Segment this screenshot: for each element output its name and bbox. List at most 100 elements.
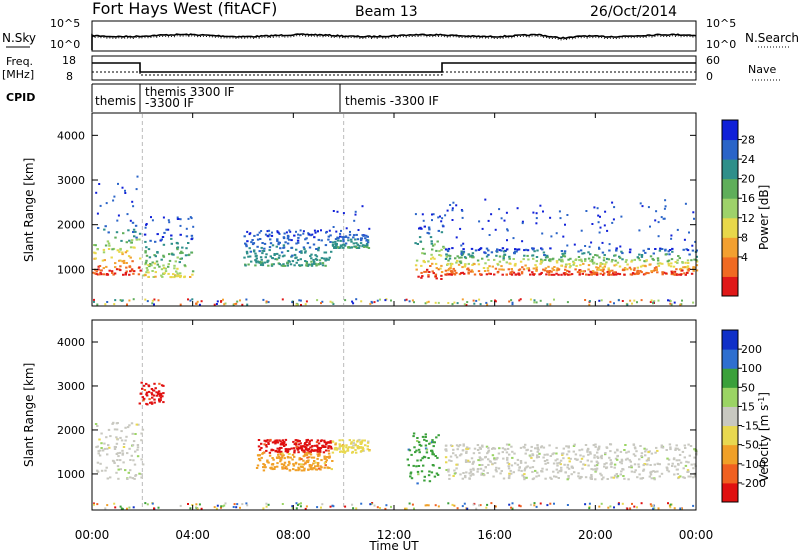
power-cell <box>671 271 674 274</box>
power-cell <box>156 251 159 254</box>
velocity-cell <box>560 466 563 469</box>
power-cell <box>97 227 100 229</box>
power-cell <box>94 244 97 247</box>
power-cell <box>223 303 226 306</box>
velocity-cell <box>541 467 544 470</box>
velocity-cell <box>129 469 132 472</box>
power-cell <box>181 251 184 254</box>
power-cell <box>518 299 521 302</box>
velocity-cell <box>672 458 676 461</box>
velocity-cell <box>350 446 353 449</box>
power-cell <box>441 217 444 220</box>
velocity-cell <box>100 442 103 445</box>
velocity-cell <box>479 459 482 462</box>
velocity-cell <box>416 437 419 439</box>
velocity-cell <box>130 422 134 425</box>
velocity-cell <box>96 461 100 464</box>
power-cell <box>107 248 111 250</box>
power-cell <box>458 273 462 276</box>
velocity-cell <box>140 439 143 442</box>
power-cell <box>144 263 147 266</box>
velocity-cell <box>555 475 558 478</box>
velocity-cell <box>623 477 626 480</box>
power-cell <box>684 202 687 205</box>
velocity-cell <box>277 450 281 453</box>
power-cell <box>179 276 182 279</box>
velocity-cell <box>316 465 319 468</box>
power-cell <box>449 264 453 267</box>
power-cell <box>138 238 141 241</box>
power-cell <box>440 274 443 277</box>
velocity-cell <box>676 473 680 475</box>
velocity-cell <box>338 445 342 448</box>
power-cell <box>630 259 634 262</box>
velocity-cell <box>150 388 154 390</box>
power-cell <box>603 272 606 275</box>
velocity-cell <box>270 466 273 469</box>
power-cell <box>335 242 338 245</box>
power-cell <box>176 246 180 249</box>
power-cell <box>250 260 253 263</box>
power-cell <box>460 272 463 275</box>
power-cell <box>115 231 119 234</box>
velocity-cell <box>138 472 141 475</box>
power-cell <box>430 257 433 260</box>
velocity-cell <box>376 506 379 509</box>
power-cell <box>451 262 454 265</box>
power-cell <box>621 258 624 261</box>
power-cell <box>179 233 182 236</box>
velocity-cell <box>115 436 118 439</box>
velocity-cell <box>689 475 692 478</box>
power-cell <box>187 298 189 301</box>
velocity-cell <box>233 503 236 506</box>
velocity-cell <box>295 441 298 444</box>
power-cell <box>449 254 452 257</box>
colorbar-swatch <box>722 406 738 427</box>
power-cell <box>145 246 148 249</box>
power-cell <box>446 272 449 275</box>
power-cell <box>584 258 587 261</box>
velocity-cell <box>577 475 580 478</box>
power-cell <box>454 257 457 260</box>
power-cell <box>522 258 525 261</box>
noise-left-tick-top: 10^5 <box>50 17 80 30</box>
velocity-cell <box>472 468 475 471</box>
velocity-cell <box>133 477 136 480</box>
velocity-cell <box>324 449 328 452</box>
power-cell <box>349 246 352 249</box>
power-cell <box>670 237 673 240</box>
power-cell <box>176 267 179 270</box>
power-cell <box>420 271 423 274</box>
power-cell <box>569 273 572 276</box>
power-cell <box>360 239 363 242</box>
velocity-cell <box>567 467 571 470</box>
power-cell <box>124 189 126 192</box>
velocity-cell <box>295 507 298 510</box>
power-cell <box>616 272 620 275</box>
power-cell <box>314 254 317 257</box>
power-cell <box>126 249 129 252</box>
plot-title: Fort Hays West (fitACF) <box>92 0 277 18</box>
power-cell <box>128 239 131 242</box>
velocity-cell <box>270 448 274 451</box>
power-cell <box>282 263 285 266</box>
power-cell <box>291 254 294 257</box>
velocity-cell <box>278 456 281 459</box>
velocity-cell <box>465 450 468 453</box>
power-cell <box>555 269 558 272</box>
velocity-cell <box>325 456 329 458</box>
velocity-cell <box>577 472 580 475</box>
velocity-cell <box>216 504 219 507</box>
power-cell <box>277 231 280 234</box>
velocity-cell <box>302 459 305 462</box>
velocity-cell <box>650 470 653 473</box>
cpid-prog-2a: themis 3300 IF <box>145 85 235 99</box>
power-cell <box>561 260 564 263</box>
velocity-cell <box>280 463 284 466</box>
power-cell <box>508 300 511 303</box>
power-cell <box>243 235 246 238</box>
power-cell <box>475 299 478 302</box>
power-cell <box>312 243 316 246</box>
power-cell <box>302 246 306 249</box>
power-cell <box>131 260 134 263</box>
